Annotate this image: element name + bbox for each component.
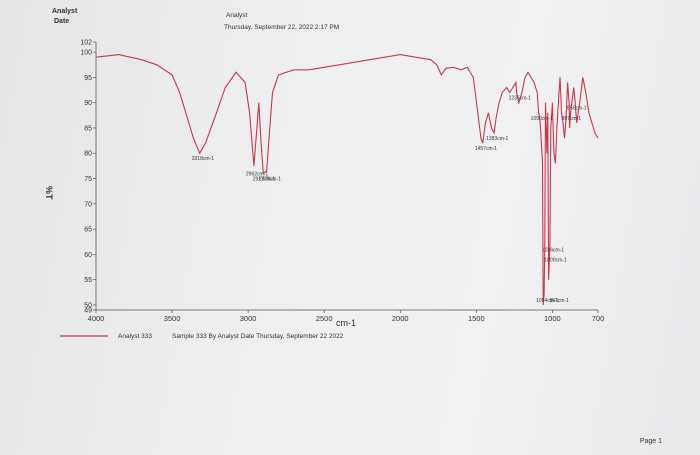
peak-label: 1090cm-1 xyxy=(531,116,553,122)
peak-label: 967cm-1 xyxy=(549,298,569,304)
peak-label: 3318cm-1 xyxy=(192,156,214,162)
header-center-line2: Thursday, September 22, 2022 2:17 PM xyxy=(224,24,340,31)
spectrum-line xyxy=(95,54,599,305)
y-tick-label: 95 xyxy=(84,75,92,82)
y-tick-label: 49 xyxy=(84,308,92,315)
y-tick-label: 55 xyxy=(84,277,92,284)
x-tick-label: 2000 xyxy=(392,314,409,323)
page-number: Page 1 xyxy=(639,438,662,445)
x-tick-label: 3000 xyxy=(240,314,257,323)
legend-description: Sample 333 By Analyst Date Thursday, Sep… xyxy=(172,333,344,340)
y-tick-label: 60 xyxy=(84,252,92,259)
x-tick-label: 700 xyxy=(592,314,605,323)
peak-label: 2878cm-1 xyxy=(259,176,281,182)
x-tick-label: 1000 xyxy=(544,314,561,323)
x-tick-label: 3500 xyxy=(164,314,181,323)
axes xyxy=(95,42,598,311)
peak-label: 887cm-1 xyxy=(562,116,582,122)
y-tick-label: 75 xyxy=(84,176,92,183)
y-tick-label: 90 xyxy=(84,100,92,107)
header-center-line1: Analyst xyxy=(226,12,248,19)
y-tick-label: 65 xyxy=(84,227,92,234)
legend-name: Analyst 333 xyxy=(118,333,152,340)
peak-label: 1457cm-1 xyxy=(475,146,497,152)
peak-label: 2917cm-1 xyxy=(253,176,275,182)
header-left-line2: Date xyxy=(54,18,70,25)
peak-label: 1016cm-1 xyxy=(542,247,564,253)
x-tick-label: 1500 xyxy=(468,314,485,323)
y-tick-label: 100 xyxy=(80,50,92,57)
peak-label: 850cm-1 xyxy=(567,106,587,112)
peak-label: 1000cm-1 xyxy=(544,257,566,263)
peak-label: 1383cm-1 xyxy=(486,136,508,142)
x-tick-label: 2500 xyxy=(316,314,333,323)
y-axis-label: %T xyxy=(44,186,54,200)
y-tick-label: 50 xyxy=(84,302,92,309)
x-tick-label: 4000 xyxy=(88,314,105,323)
y-tick-label: 80 xyxy=(84,151,92,158)
header-left-line1: Analyst xyxy=(52,8,78,15)
peak-label: 2962cm-1 xyxy=(246,171,268,177)
y-tick-label: 70 xyxy=(84,201,92,208)
peak-label: 1235cm-1 xyxy=(509,96,531,102)
y-tick-label: 85 xyxy=(84,125,92,132)
x-axis-label: cm-1 xyxy=(336,318,356,328)
peak-label: 1054cm-1 xyxy=(536,298,558,304)
y-tick-label: 102 xyxy=(80,40,92,47)
